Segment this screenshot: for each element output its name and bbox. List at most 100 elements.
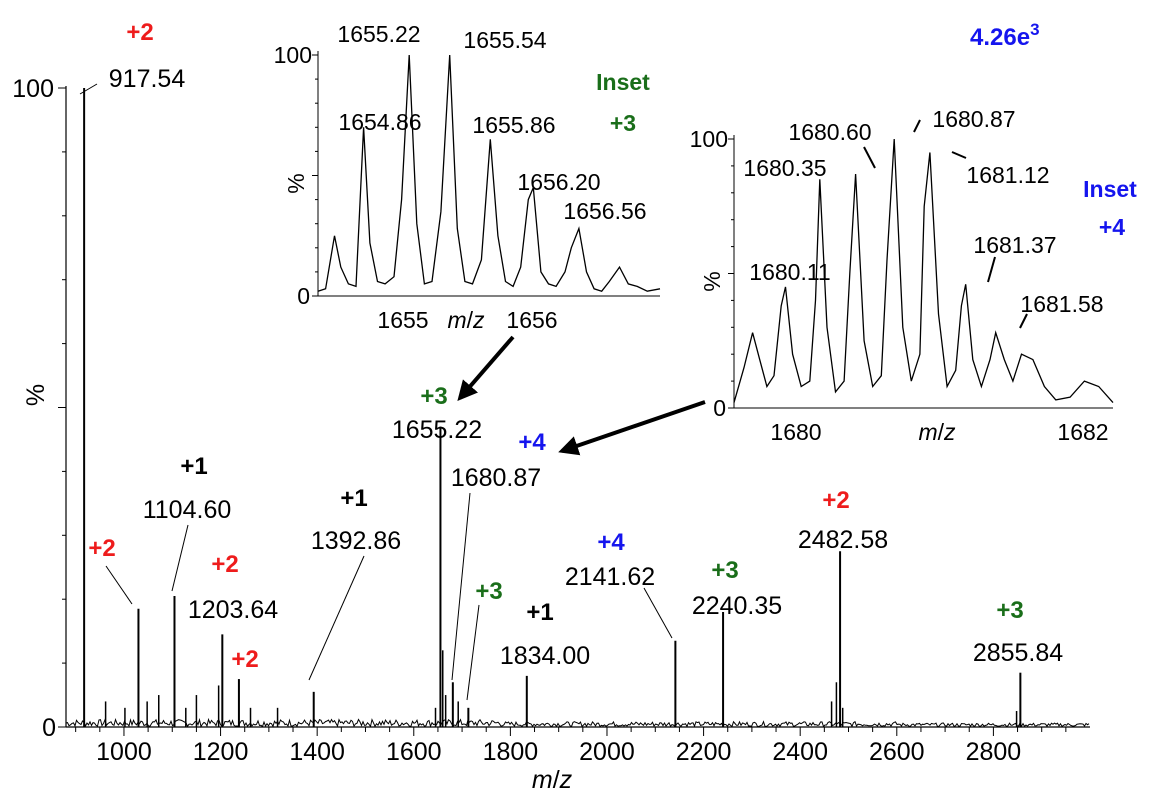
intensity-scale-label: 4.26e3 [970, 20, 1040, 51]
inset-x-axis-title-m: m [918, 419, 937, 445]
peak-label: 1680.87 [451, 464, 541, 492]
inset-x-tick-label: 1655 [377, 307, 428, 333]
x-axis-title: m/z [532, 766, 573, 794]
x-tick-label: 1600 [386, 738, 442, 766]
y-axis-title: % [22, 384, 50, 406]
peak-leader-line [466, 604, 480, 701]
inset-y-tick-label: 100 [274, 42, 312, 68]
peak-label: 1834.00 [500, 642, 590, 670]
inset-peak-leader [987, 256, 996, 283]
peak-charge-label: +2 [211, 551, 238, 578]
peak-charge-label: +1 [526, 599, 553, 626]
peak-leader-line [171, 524, 189, 592]
inset-peak-label: 1680.35 [743, 155, 826, 181]
peak-leader-line [105, 565, 133, 605]
inset-charge: +4 [1099, 214, 1125, 240]
inset-x-axis-title: m/z [447, 307, 485, 333]
inset-title: Inset [1083, 176, 1137, 202]
peak-charge-label: +4 [518, 429, 546, 456]
peak-charge-label: +2 [88, 535, 115, 562]
inset-x-axis-title: m/z [918, 419, 956, 445]
peak-label: 2482.58 [798, 526, 888, 554]
inset-x-axis-title-slash: / [938, 419, 945, 445]
inset-y-axis-title: % [283, 173, 309, 193]
peak-label: 917.54 [109, 65, 186, 93]
inset-peak-leader [1019, 313, 1028, 329]
x-tick-label: 1000 [96, 738, 152, 766]
x-tick-label: 2200 [676, 738, 732, 766]
x-tick-label: 2600 [869, 738, 925, 766]
peak-charge-label: +3 [420, 383, 447, 410]
inset-x-axis-title-z: z [943, 419, 956, 445]
peak-charge-label: +2 [126, 19, 153, 46]
peak-label: 1655.22 [392, 416, 482, 444]
peak-charge-label: +3 [711, 557, 738, 584]
inset-trace [317, 54, 661, 292]
x-tick-label: 1800 [483, 738, 539, 766]
peak-label: 1104.60 [143, 496, 232, 524]
inset-peak-label: 1656.56 [563, 198, 646, 224]
inset-peak-label: 1680.87 [932, 106, 1015, 132]
x-tick-label: 1400 [289, 738, 345, 766]
arrow-inset3-to-peak [457, 335, 515, 402]
inset-peak-leader [951, 151, 967, 159]
inset-peak-label: 1680.11 [749, 259, 830, 285]
x-tick-label: 2800 [966, 738, 1022, 766]
inset-peak-leader [913, 119, 921, 133]
peak-leader-line [643, 587, 673, 639]
inset-x-tick-label: 1680 [770, 419, 821, 445]
peak-charge-label: +1 [340, 485, 367, 512]
inset-charge-3-spectrum: 0 100% 1655 1656 m/z 1654.86 1655.22 1655.54 165… [274, 21, 661, 333]
inset-peak-label: 1681.37 [973, 232, 1056, 258]
intensity-base: 4.26e [970, 24, 1030, 51]
peak-label: 2240.35 [692, 592, 782, 620]
inset-peak-label: 1655.54 [463, 27, 546, 53]
inset-title: Inset [596, 69, 650, 95]
x-tick-label: 1200 [193, 738, 249, 766]
peak-label: 2141.62 [565, 563, 655, 591]
peak-charge-label: +3 [475, 578, 502, 605]
inset-peak-label: 1655.86 [472, 112, 555, 138]
inset-charge-4-spectrum: 0 100% 1680 1682 m/z 1680.11 1680.35 1680.60 168… [690, 106, 1138, 445]
arrow-inset4-to-peak [558, 400, 706, 456]
x-tick-label: 2000 [579, 738, 635, 766]
main-spectrum: 1000 1200 1400 1600 1800 2000 2200 2400 2600 2800… [12, 19, 1090, 794]
inset-x-axis-title-z: z [472, 307, 485, 333]
intensity-exponent: 3 [1030, 20, 1039, 39]
inset-peak-label: 1654.86 [338, 109, 421, 135]
peak-label: 2855.84 [973, 639, 1063, 667]
y-tick-label: 100 [12, 75, 54, 103]
x-axis-title-z: z [559, 766, 573, 794]
baseline-noise [65, 717, 1090, 728]
inset-peak-label: 1680.60 [788, 119, 871, 145]
peak-leader-line [451, 492, 471, 681]
peak-charge-label: +1 [180, 453, 207, 480]
peak-leader-line [308, 555, 365, 681]
inset-x-tick-label: 1682 [1057, 419, 1108, 445]
inset-x-axis-title-m: m [447, 307, 466, 333]
inset-y-tick-label: 100 [690, 126, 728, 152]
peak-leader-line [79, 83, 98, 95]
inset-x-tick-label: 1656 [506, 307, 557, 333]
peak-label: 1392.86 [311, 527, 401, 555]
inset-trace [733, 138, 1114, 404]
inset-charge: +3 [610, 110, 636, 136]
inset-y-axis-title: % [699, 271, 725, 291]
peak-label: 1203.64 [188, 596, 278, 624]
peak-charge-label: +2 [822, 487, 849, 514]
inset-y-tick-label: 0 [297, 283, 310, 309]
x-tick-label: 2400 [772, 738, 828, 766]
x-axis-title-m: m [532, 766, 553, 794]
inset-peak-label: 1681.58 [1020, 291, 1103, 317]
inset-peak-label: 1655.22 [337, 21, 420, 47]
inset-peak-leader [863, 146, 876, 169]
inset-x-axis-title-slash: / [467, 307, 474, 333]
peak-charge-label: +2 [231, 646, 258, 673]
inset-y-tick-label: 0 [713, 395, 726, 421]
inset-peak-label: 1656.20 [517, 169, 600, 195]
inset-arrows [457, 335, 706, 456]
y-tick-label: 0 [42, 714, 56, 742]
peak-charge-label: +3 [996, 597, 1023, 624]
inset-peak-label: 1681.12 [966, 162, 1049, 188]
